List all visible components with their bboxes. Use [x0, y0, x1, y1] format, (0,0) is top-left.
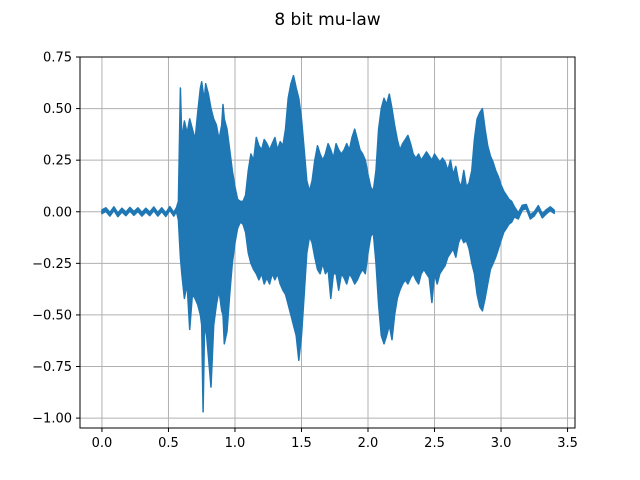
tick-label-layer: 0.0 0.5 1.0 1.5 2.0 2.5 3.0 3.5 0.75 0.50 0.25 0.00…	[32, 51, 578, 452]
x-tick-label: 3.5	[557, 436, 578, 451]
y-tick-label: 0.50	[43, 102, 72, 117]
waveform	[101, 74, 555, 413]
axes-layer	[76, 56, 576, 432]
y-tick-label: 0.00	[43, 205, 72, 220]
y-tick-label: −1.00	[32, 412, 72, 427]
x-tick-label: 0.5	[158, 436, 179, 451]
x-tick-label: 1.5	[291, 436, 312, 451]
x-tick-label: 3.0	[491, 436, 512, 451]
y-tick-label: 0.25	[43, 154, 72, 169]
x-tick-label: 2.5	[424, 436, 445, 451]
y-tick-label: −0.25	[32, 257, 72, 272]
y-tick-label: −0.75	[32, 360, 72, 375]
waveform-layer	[101, 74, 555, 413]
x-tick-label: 0.0	[92, 436, 113, 451]
plot-border	[79, 56, 576, 429]
y-tick-label: −0.50	[32, 308, 72, 323]
figure-title: 8 bit mu-law	[274, 10, 381, 30]
y-tick-label: 0.75	[43, 51, 72, 66]
x-tick-label: 2.0	[358, 436, 379, 451]
x-tick-label: 1.0	[225, 436, 246, 451]
